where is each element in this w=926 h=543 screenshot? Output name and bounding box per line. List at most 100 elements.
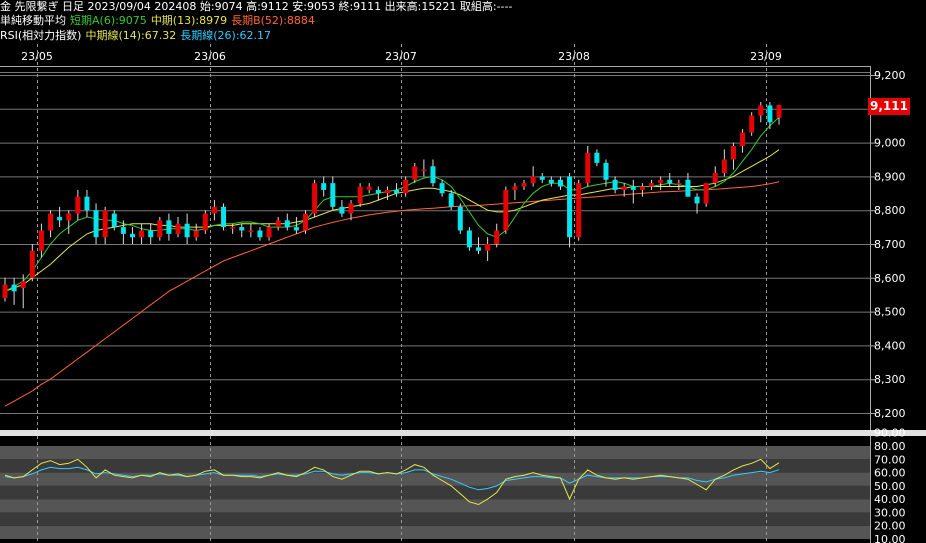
candle[interactable] [448, 189, 454, 211]
candle[interactable] [776, 104, 782, 125]
candle[interactable] [157, 216, 163, 241]
candle[interactable] [257, 227, 263, 241]
candle[interactable] [721, 149, 727, 177]
candle[interactable] [302, 210, 308, 234]
candle[interactable] [166, 213, 172, 241]
candle[interactable] [375, 186, 381, 201]
candle[interactable] [38, 223, 44, 258]
candle[interactable] [57, 206, 63, 228]
candle[interactable] [66, 210, 72, 234]
candle-body [375, 189, 381, 194]
candle[interactable] [412, 162, 418, 184]
candle[interactable] [75, 189, 81, 221]
candle[interactable] [2, 277, 8, 302]
candle[interactable] [339, 200, 345, 217]
candle[interactable] [421, 159, 427, 177]
candle[interactable] [211, 200, 217, 221]
candle[interactable] [621, 183, 627, 197]
candle[interactable] [712, 166, 718, 187]
candle[interactable] [321, 176, 327, 197]
candle[interactable] [576, 179, 582, 241]
candle[interactable] [485, 237, 491, 261]
candle[interactable] [667, 173, 673, 187]
candle[interactable] [202, 210, 208, 234]
candle[interactable] [685, 173, 691, 197]
candle[interactable] [221, 203, 227, 231]
candle[interactable] [639, 183, 645, 197]
candle-body [403, 179, 409, 194]
candle[interactable] [248, 223, 254, 238]
candle-body [621, 186, 627, 190]
rsi-tick-label: 70.00 [874, 453, 906, 466]
candle[interactable] [293, 216, 299, 234]
candle[interactable] [120, 220, 126, 244]
candle[interactable] [48, 210, 54, 238]
candle[interactable] [148, 223, 154, 244]
candle[interactable] [512, 183, 518, 201]
candle[interactable] [694, 193, 700, 214]
candle-body [29, 250, 35, 278]
candle[interactable] [129, 227, 135, 244]
candle[interactable] [275, 216, 281, 231]
candle[interactable] [530, 166, 536, 187]
candle[interactable] [102, 206, 108, 244]
candle[interactable] [84, 189, 90, 217]
candle-body [166, 220, 172, 234]
candle[interactable] [394, 183, 400, 197]
candle[interactable] [175, 216, 181, 238]
candle[interactable] [630, 179, 636, 204]
candle[interactable] [239, 223, 245, 238]
candle[interactable] [357, 183, 363, 207]
candle[interactable] [703, 183, 709, 207]
candle-body [111, 213, 117, 228]
candle[interactable] [758, 102, 764, 123]
candle[interactable] [430, 159, 436, 187]
candle[interactable] [348, 200, 354, 221]
candle[interactable] [284, 213, 290, 231]
candle[interactable] [503, 186, 509, 234]
candle[interactable] [384, 186, 390, 201]
candle[interactable] [111, 210, 117, 231]
candle[interactable] [476, 237, 482, 255]
candle[interactable] [658, 176, 664, 190]
candle[interactable] [548, 176, 554, 187]
pane-separator[interactable] [0, 430, 926, 436]
candle[interactable] [330, 176, 336, 211]
candle[interactable] [266, 223, 272, 241]
candle[interactable] [521, 179, 527, 190]
price-tick-label: 8,700 [874, 238, 906, 251]
candle[interactable] [594, 149, 600, 167]
candle[interactable] [29, 244, 35, 282]
candle[interactable] [312, 179, 318, 217]
candle[interactable] [494, 223, 500, 248]
candle[interactable] [230, 223, 236, 234]
candle[interactable] [740, 129, 746, 153]
candle[interactable] [557, 176, 563, 190]
candle[interactable] [749, 112, 755, 136]
candle[interactable] [184, 213, 190, 244]
candle[interactable] [457, 203, 463, 234]
candle[interactable] [439, 179, 445, 197]
candle[interactable] [93, 203, 99, 244]
candle[interactable] [193, 223, 199, 241]
candle[interactable] [585, 145, 591, 187]
candle-body [594, 152, 600, 163]
candle[interactable] [366, 183, 372, 194]
candle[interactable] [403, 176, 409, 197]
candle[interactable] [567, 173, 573, 248]
candle-body [57, 216, 63, 221]
candle[interactable] [730, 142, 736, 170]
candle[interactable] [612, 176, 618, 194]
candle[interactable] [139, 223, 145, 244]
candle-body [84, 196, 90, 211]
candle[interactable] [649, 179, 655, 190]
candle[interactable] [20, 274, 26, 309]
candle[interactable] [767, 102, 773, 130]
candle[interactable] [466, 227, 472, 251]
candle[interactable] [11, 277, 17, 305]
candle[interactable] [603, 159, 609, 187]
candle[interactable] [676, 179, 682, 190]
candle[interactable] [539, 173, 545, 184]
candle-body [448, 193, 454, 207]
